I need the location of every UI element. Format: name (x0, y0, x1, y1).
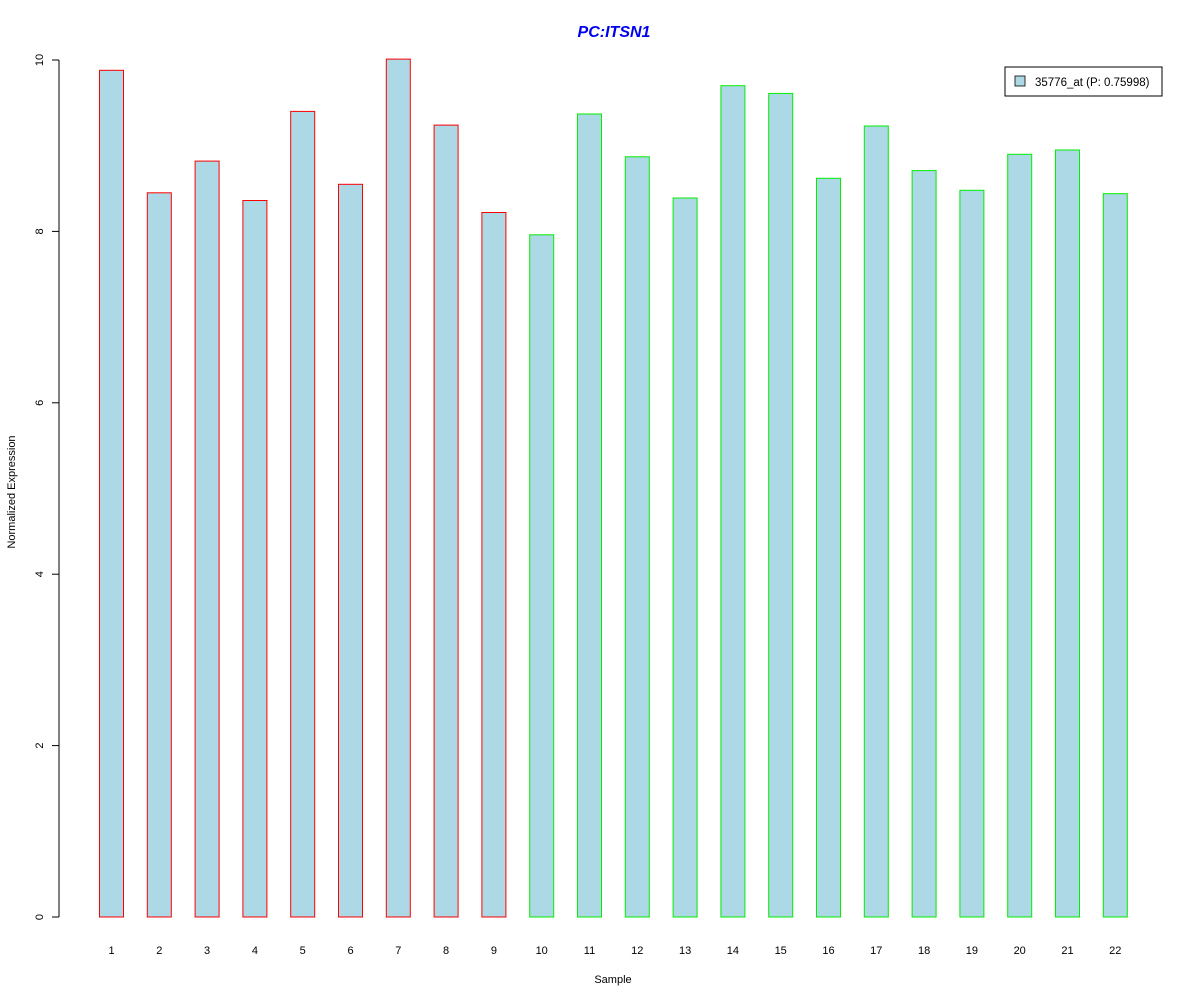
x-tick-label: 18 (918, 945, 930, 957)
x-tick-label: 4 (252, 945, 258, 957)
bar-sample-16 (816, 177, 841, 918)
y-axis-title: Normalized Expression (6, 435, 18, 548)
bar-sample-4 (242, 200, 268, 918)
bar-sample-5 (290, 110, 316, 918)
legend-swatch (1014, 75, 1026, 87)
bar-sample-1 (99, 69, 124, 918)
bar-sample-13 (672, 197, 698, 918)
x-tick-label: 11 (584, 945, 595, 957)
y-tick-label: 4 (34, 571, 46, 577)
bar-sample-12 (624, 156, 650, 918)
bar-sample-18 (911, 170, 937, 918)
x-tick-label: 15 (775, 945, 787, 957)
x-tick-label: 17 (870, 945, 882, 957)
legend: 35776_at (P: 0.75998) (1004, 66, 1163, 97)
bar-sample-20 (1007, 153, 1033, 918)
x-tick-label: 1 (108, 945, 114, 957)
y-tick-label: 8 (34, 228, 46, 234)
chart-title: PC:ITSN1 (578, 24, 651, 41)
bar-sample-3 (194, 160, 220, 918)
x-tick-label: 14 (727, 945, 739, 957)
x-tick-label: 21 (1061, 945, 1073, 957)
bar-sample-14 (720, 85, 746, 918)
x-tick-label: 13 (679, 945, 691, 957)
bar-sample-15 (768, 92, 794, 918)
x-tick-label: 12 (631, 945, 643, 957)
x-tick-label: 7 (395, 945, 401, 957)
y-tick-label: 0 (34, 914, 46, 920)
x-tick-label: 5 (300, 945, 306, 957)
x-tick-label: 2 (156, 945, 162, 957)
x-tick-label: 16 (822, 945, 834, 957)
bar-sample-10 (529, 234, 555, 918)
bar-sample-9 (481, 212, 507, 918)
y-tick-label: 2 (34, 743, 46, 749)
bar-sample-19 (959, 189, 985, 918)
bar-sample-7 (385, 58, 411, 918)
x-tick-label: 9 (491, 945, 497, 957)
bar-sample-21 (1055, 149, 1080, 918)
bar-sample-22 (1102, 193, 1128, 918)
bar-sample-11 (577, 113, 602, 918)
x-tick-label: 3 (204, 945, 210, 957)
y-axis: 0 2 4 6 8 10 (34, 54, 60, 920)
bar-sample-8 (433, 124, 459, 918)
x-tick-label: 6 (347, 945, 353, 957)
x-axis-title: Sample (594, 974, 631, 986)
x-tick-label: 19 (966, 945, 978, 957)
x-tick-label: 22 (1109, 945, 1121, 957)
legend-box (1004, 66, 1163, 97)
bar-sample-17 (863, 125, 889, 918)
bar-sample-6 (338, 183, 363, 918)
y-tick-label: 10 (34, 54, 46, 66)
bar-group (99, 58, 1128, 918)
y-tick-label: 6 (34, 400, 46, 406)
x-tick-label: 8 (443, 945, 449, 957)
bar-sample-2 (146, 192, 172, 918)
x-axis-labels: 1 2 3 4 5 6 7 8 9 10 11 12 13 14 15 16 17 18 19 20 21 22 (108, 945, 1121, 957)
x-tick-label: 20 (1014, 945, 1026, 957)
legend-label: 35776_at (P: 0.75998) (1035, 77, 1150, 89)
x-tick-label: 10 (536, 945, 548, 957)
